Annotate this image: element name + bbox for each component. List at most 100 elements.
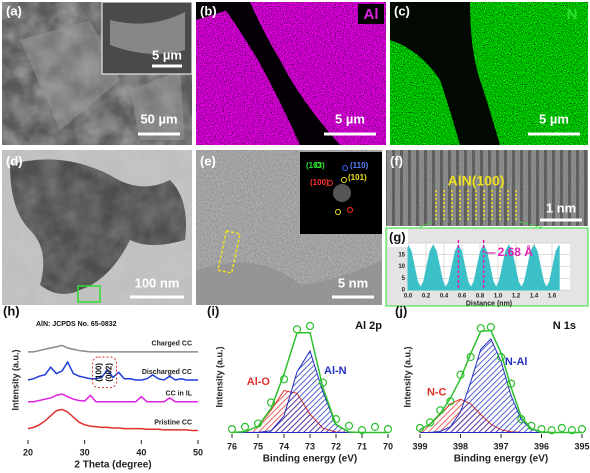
data-point: [486, 322, 495, 332]
hrtem-edge: [196, 260, 382, 305]
x-tick-label: 1.4: [530, 294, 539, 300]
data-point: [537, 425, 546, 434]
data-point: [266, 398, 276, 407]
panel-label: (f): [390, 153, 403, 168]
scale-text: 50 µm: [140, 111, 177, 126]
x-axis-label: 2 Theta (degree): [74, 459, 151, 470]
label-box: [358, 4, 384, 24]
data-point: [577, 425, 587, 434]
y-axis-label: Intensity (a.u.): [10, 349, 20, 410]
x-axis-label: Binding energy (eV): [454, 453, 548, 464]
x-tick-label: 1.2: [512, 294, 521, 300]
selection-box: [77, 285, 101, 303]
line: [27, 408, 198, 432]
x-tick-label: 75: [253, 441, 263, 451]
x-tick-label: 0.6: [458, 294, 467, 300]
data-point: [227, 425, 237, 434]
scale-text: 5 nm: [338, 275, 368, 290]
data-point: [344, 421, 354, 430]
fft-spot: [315, 162, 321, 168]
map-gap: [220, 2, 340, 145]
data-point: [456, 370, 465, 379]
panel-c: (c) N 5 µm: [390, 2, 588, 145]
x-tick-label: 30: [80, 447, 90, 457]
x-tick-label: 74: [279, 441, 289, 451]
data-point: [466, 352, 475, 362]
x-tick-label: 0.8: [476, 294, 485, 300]
y-axis-label: Intensity (a.u.): [214, 346, 224, 407]
x-tick-label: 397: [493, 441, 508, 451]
scale-text: 100 nm: [135, 275, 180, 290]
x-tick-label: 20: [23, 447, 33, 457]
data-point: [507, 379, 516, 388]
x-tick-label: 40: [136, 447, 146, 457]
fft-spot: [335, 209, 341, 215]
fft-spot: [327, 180, 333, 186]
data-point: [357, 426, 367, 435]
inset-scale: 5 µm: [152, 47, 182, 62]
data-point: [279, 375, 289, 384]
area: [232, 349, 388, 433]
y-tick-label: 0: [402, 288, 406, 294]
peak-label: Al-N: [324, 365, 347, 377]
series-label: Pristine CC: [154, 419, 192, 426]
element-label: N: [567, 6, 578, 23]
line: [231, 331, 388, 434]
data-point: [292, 325, 302, 334]
data-point: [240, 422, 250, 432]
data-point: [383, 425, 393, 434]
x-tick-label: 0.4: [440, 294, 449, 300]
x-tick-label: 70: [383, 441, 393, 451]
y-tick-label: 10: [398, 264, 405, 270]
chart-title: N 1s: [553, 320, 576, 332]
x-tick-label: 73: [305, 441, 315, 451]
fft-center: [333, 184, 351, 202]
lattice-markers: [435, 190, 517, 222]
distance-label: 2.68 Å: [498, 244, 534, 259]
panel-b: (b) Al 5 µm: [196, 2, 386, 145]
x-tick-label: 0.2: [422, 294, 431, 300]
x-tick-label: 71: [357, 441, 367, 451]
panel-label: (c): [394, 3, 410, 18]
line: [27, 360, 198, 381]
map-gap: [390, 2, 500, 145]
fft-label: (110): [350, 161, 369, 170]
scale-text: 5 µm: [539, 111, 569, 126]
sem-flakes: [20, 20, 185, 140]
data-point: [567, 426, 576, 435]
panel-label: (a): [6, 3, 22, 18]
line: [28, 393, 198, 403]
element-label: Al: [364, 6, 379, 23]
panel-e: (103) (110) (100) (101) (e) 5 nm: [196, 150, 382, 305]
x-tick-label: 398: [453, 441, 468, 451]
fft-label: (100): [310, 178, 329, 187]
data-point: [331, 415, 341, 424]
panel-label: (j): [395, 303, 407, 318]
x-tick-label: 1.0: [494, 294, 503, 300]
y-tick-label: 5: [402, 276, 406, 282]
map-gap: [196, 2, 250, 20]
scale-text: 1 nm: [546, 200, 576, 215]
tem-texture: [2, 150, 192, 305]
y-tick-label: 15: [398, 252, 405, 258]
data-point: [527, 421, 536, 430]
data-point: [426, 418, 435, 427]
data-point: [476, 324, 485, 333]
x-tick-label: 76: [227, 441, 237, 451]
x-tick-label: 50: [193, 447, 203, 457]
data-point: [415, 423, 425, 433]
highlight-box: [92, 356, 117, 389]
x-tick-label: 0.0: [404, 294, 413, 300]
panel-f: AlN(100) (f) 1 nm: [386, 150, 588, 239]
x-tick-label: 395: [574, 441, 589, 451]
inset-texture: [110, 12, 185, 54]
x-tick-label: 399: [412, 441, 427, 451]
panel-d: (d) 100 nm: [2, 150, 192, 305]
peak-label: Al-O: [247, 376, 271, 388]
x-tick-label: 396: [534, 441, 549, 451]
x-axis-label: Distance (nm): [466, 301, 512, 308]
reference-label: AlN: JCPDS No. 65-0832: [36, 321, 117, 328]
label-box: [388, 229, 408, 247]
panel-label: (g): [389, 229, 406, 244]
data-point: [436, 406, 445, 415]
